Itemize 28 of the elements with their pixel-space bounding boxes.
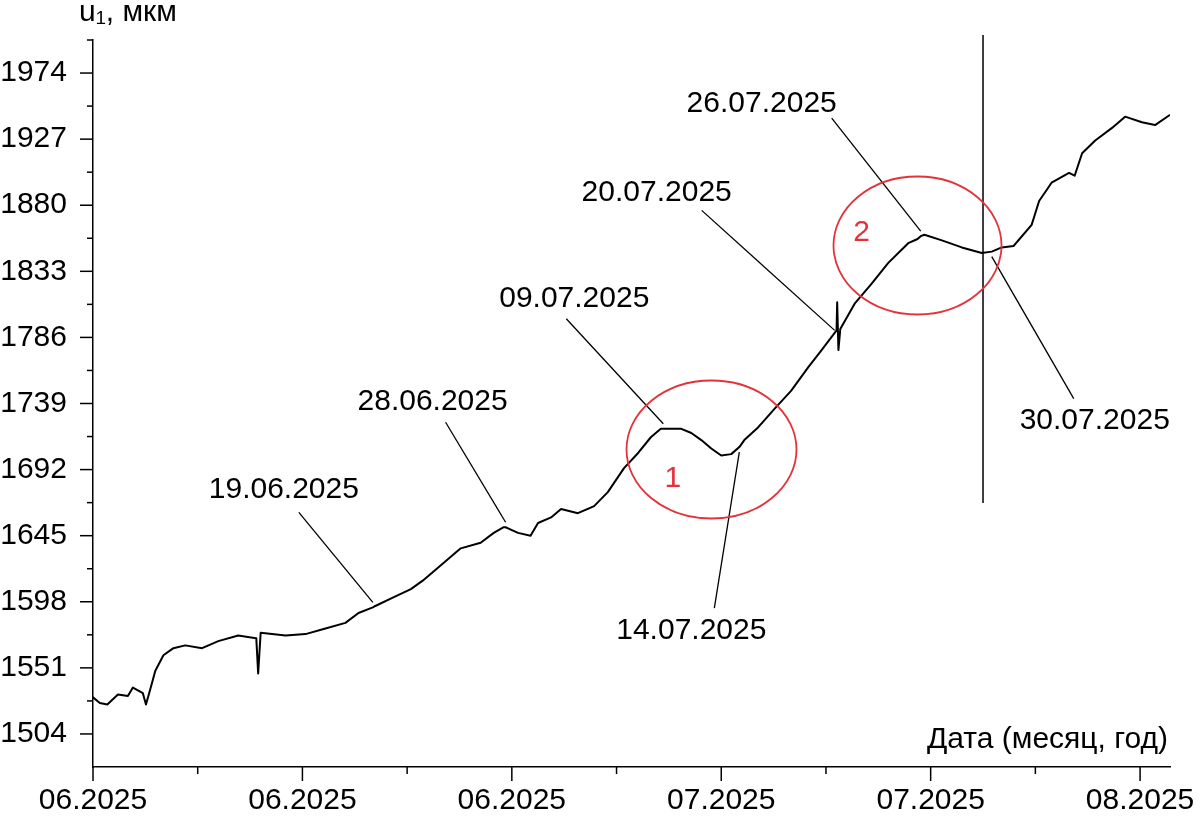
y-tick-label: 1598 [0, 583, 67, 617]
x-tick-label: 06.2025 [457, 782, 567, 816]
y-axis-title: u₁, мкм [79, 0, 177, 27]
y-tick-label: 1551 [0, 649, 67, 683]
y-tick-label: 1645 [0, 516, 67, 550]
y-tick-label: 1786 [0, 318, 67, 352]
y-tick-label: 1739 [0, 384, 67, 418]
y-tick-label: 1974 [0, 54, 67, 88]
y-tick-label: 1504 [0, 715, 67, 749]
x-tick-label: 07.2025 [876, 782, 985, 816]
annotation: 26.07.2025 [686, 85, 837, 119]
annotation: 2 [853, 214, 870, 248]
x-axis-title: Дата (месяц, год) [927, 721, 1168, 755]
x-tick-label: 06.2025 [38, 782, 148, 816]
annotation: 20.07.2025 [581, 173, 732, 207]
y-tick-label: 1927 [0, 120, 67, 154]
annotation: 30.07.2025 [1019, 401, 1170, 435]
y-tick-label: 1880 [0, 186, 67, 220]
annotation: 28.06.2025 [357, 382, 508, 416]
y-tick-label: 1833 [0, 252, 67, 286]
annotation: 19.06.2025 [208, 470, 359, 504]
annotation: 14.07.2025 [616, 612, 767, 646]
annotation: 09.07.2025 [499, 280, 650, 314]
x-tick-label: 07.2025 [667, 782, 776, 816]
x-tick-label: 08.2025 [1085, 782, 1195, 816]
y-tick-label: 1692 [0, 450, 67, 484]
annotation: 1 [664, 460, 682, 494]
x-tick-label: 06.2025 [248, 782, 357, 816]
